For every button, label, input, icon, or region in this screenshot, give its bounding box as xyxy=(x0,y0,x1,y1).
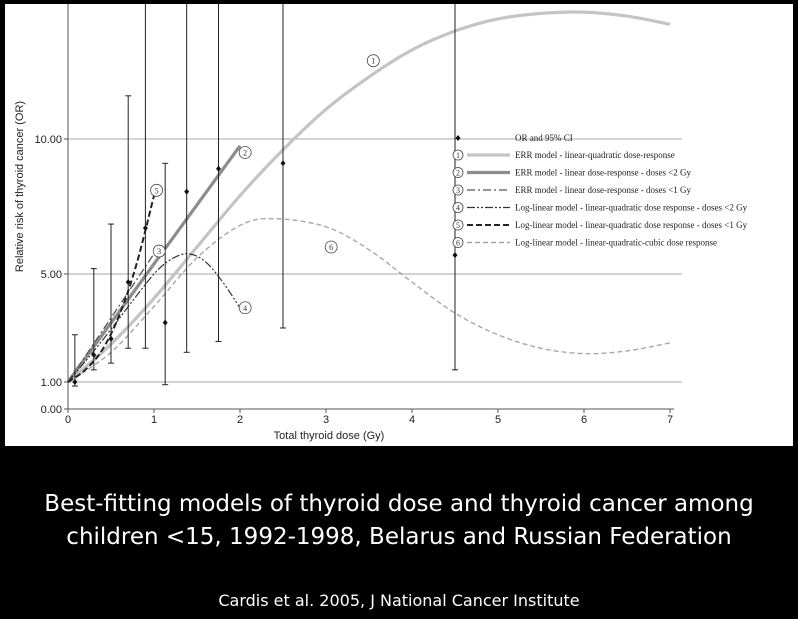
data-point-4 xyxy=(125,279,131,286)
data-point-1 xyxy=(72,379,78,385)
data-point-8 xyxy=(216,165,221,172)
series-label-number-2: 2 xyxy=(243,149,247,158)
series-line-6 xyxy=(67,217,671,383)
series-label-circle-4 xyxy=(238,301,252,315)
data-point-7 xyxy=(184,188,190,195)
series-label-1: 1 xyxy=(366,54,380,68)
legend-label-6: Log-linear model - linear-quadratic-cubi… xyxy=(515,238,717,248)
chart-panel: 0 1 2 3 4 5 6 7 0.00 1.00 5.00 10.00 Total thyroid d… xyxy=(5,4,793,446)
data-point-9 xyxy=(280,160,286,167)
x-tick-label-5: 5 xyxy=(495,414,501,426)
legend-label-2: ERR model - linear dose-response - doses… xyxy=(515,168,692,178)
caption-title-line-2: children <15, 1992-1998, Belarus and Rus… xyxy=(66,524,732,550)
legend-num-circle-5 xyxy=(452,219,464,231)
legend-num-5: 5 xyxy=(456,221,460,230)
x-tick-label-1: 1 xyxy=(151,414,157,426)
legend-marker-label: OR and 95% CI xyxy=(515,133,573,143)
series-label-number-5: 5 xyxy=(155,186,159,195)
series-label-5: 5 xyxy=(150,183,163,197)
x-tick-label-4: 4 xyxy=(409,414,415,426)
data-point-5 xyxy=(142,225,148,232)
series-line-3 xyxy=(67,253,155,383)
legend-num-circle-3 xyxy=(452,184,464,196)
caption-title: Best-fitting models of thyroid dose and … xyxy=(0,488,798,554)
x-tick-label-2: 2 xyxy=(237,414,243,426)
y-tick-label-1.00: 1.00 xyxy=(41,377,62,389)
caption-source: Cardis et al. 2005, J National Cancer In… xyxy=(218,591,580,610)
legend-num-circle-2 xyxy=(452,167,464,178)
series-label-number-4: 4 xyxy=(243,304,247,313)
y-tick-label-0.00: 0.00 xyxy=(41,404,62,416)
series-label-circle-3 xyxy=(152,244,166,258)
x-tick-label-3: 3 xyxy=(323,414,329,426)
legend-num-circle-6 xyxy=(452,237,464,248)
legend-num-2: 2 xyxy=(456,169,460,178)
series-line-1 xyxy=(66,10,671,384)
series-line-4 xyxy=(67,253,241,383)
legend-num-4: 4 xyxy=(456,204,460,213)
series-line-2 xyxy=(66,144,242,383)
series-label-2: 2 xyxy=(238,146,252,159)
series-label-6: 6 xyxy=(324,240,338,254)
data-point-2 xyxy=(91,352,97,358)
legend-marker-point xyxy=(455,135,461,141)
series-label-number-6: 6 xyxy=(329,243,333,252)
legend: OR and 95% CI 1 ERR model - linear-quadrat… xyxy=(452,133,748,248)
dose-response-chart: 0 1 2 3 4 5 6 7 0.00 1.00 5.00 10.00 Total thyroid d… xyxy=(14,4,748,442)
x-tick-label-6: 6 xyxy=(581,414,587,426)
series-label-number-1: 1 xyxy=(371,57,375,66)
legend-num-circle-4 xyxy=(452,202,464,213)
x-axis-label: Total thyroid dose (Gy) xyxy=(274,430,385,442)
legend-label-1: ERR model - linear-quadratic dose-respon… xyxy=(515,150,675,160)
legend-num-circle-1 xyxy=(452,149,464,161)
data-point-10 xyxy=(452,252,458,259)
series-label-number-3: 3 xyxy=(157,247,161,256)
legend-num-6: 6 xyxy=(456,239,460,248)
caption-title-line-1: Best-fitting models of thyroid dose and … xyxy=(44,491,754,517)
data-point-3 xyxy=(108,335,114,342)
series-label-circle-5 xyxy=(150,183,163,197)
series-label-circle-2 xyxy=(238,146,252,159)
series-line-5 xyxy=(67,195,155,383)
series-label-circle-6 xyxy=(324,240,338,254)
series-label-circle-1 xyxy=(366,54,380,68)
y-axis-label: Relative risk of thyroid cancer (OR) xyxy=(14,101,26,272)
legend-label-4: Log-linear model - linear-quadratic dose… xyxy=(515,203,748,213)
x-tick-label-0: 0 xyxy=(65,414,71,426)
series-label-4: 4 xyxy=(238,301,252,315)
y-tick-label-10.00: 10.00 xyxy=(34,134,62,146)
legend-label-5: Log-linear model - linear-quadratic dose… xyxy=(515,220,748,230)
legend-num-3: 3 xyxy=(456,186,460,195)
series-label-3: 3 xyxy=(152,244,166,258)
legend-num-1: 1 xyxy=(456,151,460,160)
legend-label-3: ERR model - linear dose-response - doses… xyxy=(515,185,692,195)
y-tick-label-5.00: 5.00 xyxy=(41,269,62,281)
data-point-6 xyxy=(162,319,168,326)
x-tick-label-7: 7 xyxy=(667,414,673,426)
